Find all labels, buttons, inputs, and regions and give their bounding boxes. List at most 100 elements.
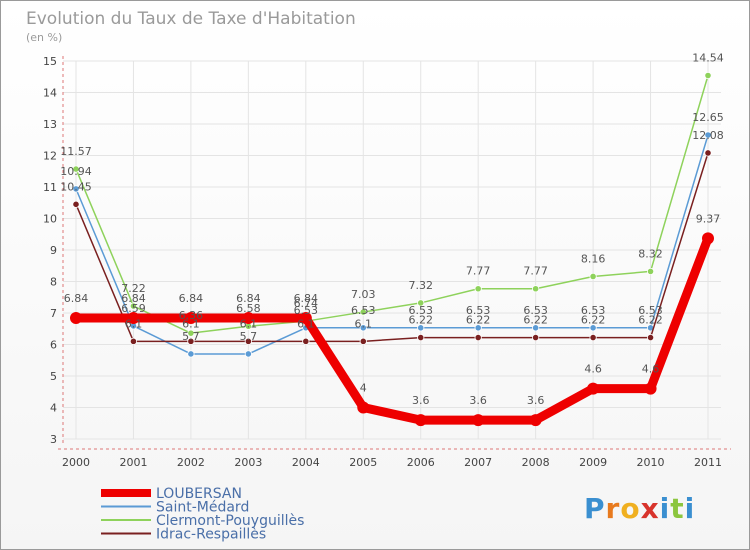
data-point	[702, 232, 714, 245]
data-label: 6.84	[179, 292, 204, 305]
y-tick-label: 11	[43, 181, 57, 194]
y-tick-label: 13	[43, 118, 57, 131]
data-point	[417, 299, 425, 307]
x-tick-label: 2000	[62, 456, 90, 469]
data-point	[244, 350, 252, 358]
data-label: 6.22	[408, 314, 433, 327]
data-point	[187, 337, 195, 345]
data-label: 4	[360, 382, 367, 395]
logo-letter: t	[670, 492, 684, 525]
data-label: 6.59	[121, 302, 146, 315]
data-label: 11.57	[60, 145, 92, 158]
y-tick-label: 14	[43, 87, 57, 100]
legend-label: LOUBERSAN	[156, 486, 242, 502]
data-point	[529, 414, 542, 427]
data-point	[532, 285, 540, 293]
legend-label: Clermont-Pouyguillès	[156, 513, 304, 529]
data-label: 6.84	[294, 292, 319, 305]
y-axis-label: (en %)	[26, 31, 62, 44]
x-tick-label: 2011	[694, 456, 722, 469]
data-label: 10.94	[60, 165, 92, 178]
y-tick-label: 4	[50, 402, 57, 415]
series-line-clermont-pouyguill-s	[75, 75, 709, 334]
logo-text: Proxiti	[584, 492, 695, 525]
data-point	[587, 382, 600, 395]
data-label: 6.84	[236, 292, 261, 305]
data-label: 3.6	[469, 394, 487, 407]
data-label: 6.1	[297, 317, 315, 330]
data-point	[359, 337, 367, 345]
data-label: 6.53	[408, 304, 433, 317]
data-label: 4.6	[642, 363, 660, 376]
data-label: 6.36	[179, 309, 204, 322]
data-point	[302, 337, 310, 345]
data-point	[417, 333, 425, 342]
y-tick-label: 3	[50, 433, 57, 446]
data-point	[474, 333, 482, 342]
data-label: 12.08	[692, 129, 724, 142]
data-label: 3.6	[527, 394, 545, 407]
logo-letter: i	[660, 492, 671, 525]
data-label: 6.53	[581, 304, 606, 317]
x-tick-label: 2009	[579, 456, 607, 469]
data-label: 10.45	[60, 180, 92, 193]
data-label: 6.58	[236, 302, 261, 315]
data-point	[474, 324, 482, 332]
x-tick-label: 2004	[292, 456, 320, 469]
logo-letter: x	[641, 492, 660, 525]
data-label: 7.77	[466, 265, 491, 278]
data-label: 9.37	[696, 212, 721, 225]
data-point	[244, 337, 252, 345]
data-label: 6.53	[351, 304, 376, 317]
x-tick-label: 2002	[177, 456, 205, 469]
data-label: 8.16	[581, 252, 606, 265]
legend-label: Saint-Médard	[156, 500, 249, 516]
y-tick-label: 8	[50, 276, 57, 289]
data-point	[359, 324, 367, 332]
data-point	[589, 324, 597, 332]
data-point	[704, 131, 712, 139]
data-point	[644, 382, 657, 395]
y-tick-label: 12	[43, 150, 57, 163]
data-label: 7.32	[408, 279, 433, 292]
data-point	[414, 414, 427, 427]
x-tick-label: 2001	[119, 456, 147, 469]
data-label: 14.54	[692, 51, 724, 64]
y-tick-label: 9	[50, 244, 57, 257]
legend-label: Idrac-Respaillès	[156, 527, 266, 543]
data-point	[646, 267, 655, 276]
data-label: 7.22	[121, 282, 146, 295]
data-label: 12.65	[692, 111, 724, 124]
data-point	[299, 312, 312, 325]
data-label: 3.6	[412, 394, 430, 407]
data-point	[357, 401, 370, 414]
data-label: 6.84	[121, 292, 146, 305]
data-point	[474, 285, 482, 293]
x-tick-label: 2003	[234, 456, 262, 469]
y-tick-label: 5	[50, 370, 57, 383]
data-point	[589, 333, 597, 342]
x-tick-label: 2007	[464, 456, 492, 469]
x-tick-label: 2005	[349, 456, 377, 469]
data-point	[129, 302, 138, 310]
data-label: 6.53	[294, 304, 319, 317]
data-label: 6.1	[182, 317, 200, 330]
data-point	[532, 324, 540, 332]
data-point	[359, 308, 367, 316]
logo-letter: i	[685, 492, 696, 525]
data-point	[704, 71, 712, 80]
data-label: 6.22	[523, 314, 548, 327]
data-point	[72, 165, 80, 173]
y-tick-label: 10	[43, 213, 57, 226]
data-label: 4.6	[584, 363, 602, 376]
data-point	[472, 414, 485, 427]
series-line-idrac-respaill-s	[75, 152, 709, 343]
proxiti-logo: Proxiti	[584, 492, 695, 525]
x-tick-label: 2010	[637, 456, 665, 469]
data-point	[532, 333, 540, 342]
data-point	[187, 350, 195, 358]
data-label: 5.7	[182, 330, 200, 343]
data-point	[70, 312, 82, 325]
